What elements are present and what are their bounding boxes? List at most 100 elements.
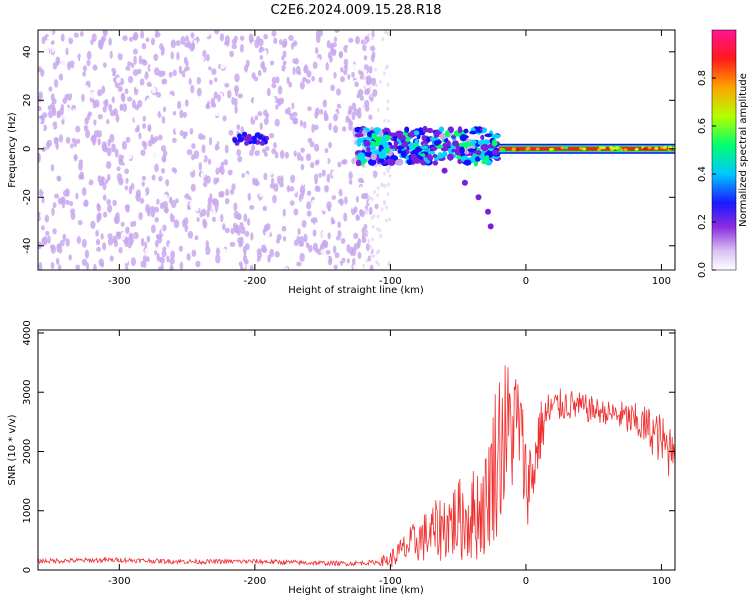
noise-blob <box>168 242 173 250</box>
signal-blob <box>458 142 466 148</box>
noise-blob <box>265 146 270 152</box>
noise-blob <box>311 133 316 141</box>
noise-blob <box>249 205 255 210</box>
noise-blob <box>213 264 218 270</box>
noise-blob <box>363 55 368 61</box>
noise-blob <box>217 94 221 102</box>
noise-blob <box>134 116 140 124</box>
noise-blob <box>200 98 205 107</box>
noise-blob <box>343 212 348 222</box>
noise-blob <box>345 185 350 193</box>
noise-blob <box>224 35 230 45</box>
noise-blob <box>109 255 114 262</box>
noise-blob <box>255 106 261 113</box>
heatmap-y-axis-label: Frequency (Hz) <box>7 112 18 188</box>
noise-blob <box>234 105 238 114</box>
noise-blob <box>124 88 129 95</box>
signal-blob <box>381 148 387 156</box>
noise-blob <box>141 58 146 65</box>
noise-blob <box>363 192 369 200</box>
noise-blob <box>355 213 360 222</box>
noise-blob <box>195 260 201 268</box>
noise-blob <box>284 67 289 76</box>
noise-blob <box>56 43 62 49</box>
noise-blob <box>150 58 154 67</box>
noise-blob <box>79 120 86 127</box>
noise-blob <box>328 257 333 263</box>
noise-blob <box>292 163 297 169</box>
noise-blob <box>373 221 378 229</box>
noise-blob <box>293 239 299 247</box>
noise-blob <box>368 206 373 216</box>
noise-blob <box>118 45 124 54</box>
noise-blob <box>281 55 285 61</box>
noise-blob <box>184 233 189 243</box>
noise-blob <box>365 243 370 252</box>
noise-blob <box>314 47 319 55</box>
snr-y-axis-label: SNR (10 * v/v) <box>7 414 18 485</box>
noise-blob <box>56 97 60 105</box>
noise-blob <box>69 185 74 193</box>
noise-blob <box>288 35 294 41</box>
noise-blob <box>61 118 65 125</box>
noise-blob <box>142 255 147 264</box>
noise-blob <box>369 264 374 270</box>
noise-blob <box>362 44 367 52</box>
noise-blob <box>103 145 109 153</box>
signal-blob <box>438 126 445 133</box>
noise-blob <box>144 85 148 92</box>
noise-blob <box>178 245 184 252</box>
noise-blob <box>159 256 165 264</box>
noise-blob <box>254 39 260 49</box>
noise-blob <box>48 57 54 64</box>
noise-blob <box>202 49 207 57</box>
noise-blob <box>191 249 197 257</box>
noise-blob <box>193 150 200 160</box>
noise-blob <box>139 78 145 86</box>
noise-blob <box>78 173 82 180</box>
noise-blob <box>50 93 55 102</box>
noise-blob <box>253 97 257 106</box>
noise-blob <box>165 216 170 226</box>
noise-blob <box>377 262 380 267</box>
noise-blob <box>313 143 320 152</box>
noise-blob <box>234 87 239 97</box>
noise-blob <box>219 250 226 259</box>
noise-blob <box>107 180 113 189</box>
noise-blob <box>262 49 268 59</box>
noise-blob <box>386 106 390 111</box>
noise-blob <box>313 124 319 131</box>
noise-blob <box>60 33 65 42</box>
noise-blob <box>121 140 128 150</box>
noise-blob <box>44 47 50 56</box>
noise-blob <box>275 76 280 84</box>
noise-blob <box>343 64 348 70</box>
noise-blob <box>55 56 61 65</box>
noise-blob <box>303 103 308 110</box>
noise-blob <box>134 127 140 133</box>
noise-blob <box>273 136 279 143</box>
signal-blob <box>366 146 371 153</box>
noise-blob <box>333 113 339 122</box>
noise-blob <box>282 236 287 242</box>
noise-blob <box>361 232 366 240</box>
noise-blob <box>157 170 162 177</box>
noise-blob <box>162 224 167 232</box>
noise-blob <box>274 151 279 159</box>
noise-blob <box>210 97 215 106</box>
noise-blob <box>102 105 107 113</box>
noise-blob <box>43 235 48 245</box>
noise-blob <box>53 216 58 222</box>
branch-point <box>487 223 494 230</box>
noise-blob <box>130 62 135 69</box>
noise-blob <box>105 90 110 100</box>
signal-blob <box>427 150 436 155</box>
noise-blob <box>371 30 375 38</box>
x-tick-label: 0 <box>523 576 529 587</box>
noise-blob <box>323 157 329 165</box>
noise-blob <box>376 193 380 198</box>
noise-blob <box>322 99 327 108</box>
noise-blob <box>279 181 284 188</box>
noise-blob <box>138 212 143 221</box>
noise-blob <box>76 44 82 53</box>
